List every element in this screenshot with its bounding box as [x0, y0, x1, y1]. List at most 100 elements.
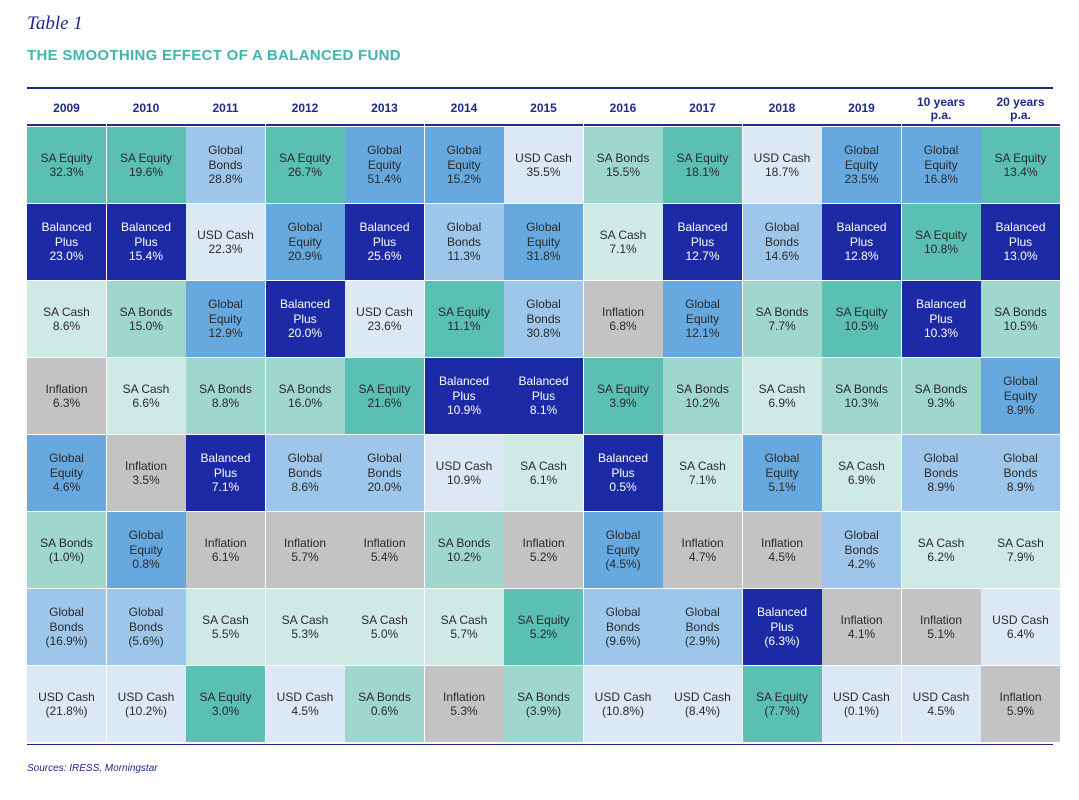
asset-label: USD Cash [833, 689, 890, 704]
asset-label: Balanced Plus [41, 220, 92, 249]
table-cell: USD Cash 18.7% [742, 127, 822, 203]
table-cell: SA Cash 8.6% [27, 281, 106, 357]
table-cell: Balanced Plus 23.0% [27, 204, 106, 280]
asset-label: SA Bonds [517, 689, 570, 704]
column-header: 2014 [424, 93, 504, 126]
table-cell: SA Equity 5.2% [504, 589, 583, 665]
return-value: 15.4% [128, 249, 164, 264]
asset-label: Inflation [363, 535, 406, 550]
return-value: 0.5% [609, 480, 637, 495]
table-cell: SA Cash 5.0% [345, 589, 424, 665]
return-value: 21.6% [367, 396, 402, 410]
return-value: 7.9% [1006, 550, 1035, 564]
asset-label: Balanced Plus [995, 220, 1046, 249]
column-header: 2016 [583, 93, 663, 126]
table-cell: Global Bonds 8.9% [901, 435, 981, 511]
table-cell: SA Equity 21.6% [345, 358, 424, 434]
asset-label: Global Equity [844, 143, 879, 172]
asset-label: Global Bonds [844, 528, 879, 557]
asset-label: SA Cash [43, 304, 90, 319]
table-cell: Inflation 5.1% [901, 589, 981, 665]
return-value: 20.0% [367, 480, 402, 495]
asset-label: SA Cash [520, 458, 567, 473]
return-value: 8.6% [52, 319, 81, 333]
return-value: 23.0% [49, 249, 84, 264]
return-value: 5.7% [291, 550, 319, 564]
table-cell: SA Equity 10.5% [822, 281, 901, 357]
asset-label: Global Bonds [685, 605, 720, 634]
table-cell: Global Bonds 20.0% [345, 435, 424, 511]
table-cell: SA Bonds 10.2% [663, 358, 742, 434]
table-cell: Balanced Plus (6.3%) [742, 589, 822, 665]
table-cell: Global Bonds 8.6% [265, 435, 345, 511]
table-cell: SA Cash 5.5% [186, 589, 265, 665]
column-header-label: 20 years p.a. [996, 94, 1045, 122]
asset-label: Global Equity [685, 297, 720, 326]
table-cell: Global Equity (4.5%) [583, 512, 663, 588]
asset-label: Global Equity [923, 143, 959, 172]
return-value: 4.5% [291, 704, 319, 718]
return-value: 10.5% [844, 319, 879, 333]
table-cell: SA Bonds (1.0%) [27, 512, 106, 588]
asset-label: Inflation [45, 381, 88, 396]
asset-label: SA Equity [676, 150, 729, 165]
table-cell: SA Cash 7.9% [981, 512, 1060, 588]
column-header: 2019 [822, 93, 901, 126]
return-value: 5.2% [529, 627, 558, 641]
column-header-label: 2015 [530, 101, 557, 115]
return-value: 10.9% [446, 473, 482, 487]
return-value: (8.4%) [684, 704, 721, 718]
return-value: 30.8% [526, 326, 561, 341]
asset-label: SA Equity [755, 689, 809, 704]
return-value: 19.6% [128, 165, 164, 179]
table-cell: USD Cash 6.4% [981, 589, 1060, 665]
table-cell: Global Equity 4.6% [27, 435, 106, 511]
asset-label: Global Equity [446, 143, 482, 172]
table-cell: Global Equity 15.2% [424, 127, 504, 203]
table-cell: SA Equity 18.1% [663, 127, 742, 203]
asset-label: SA Cash [281, 612, 329, 627]
asset-label: Balanced Plus [677, 220, 728, 249]
return-value: 4.2% [847, 557, 876, 572]
return-value: (16.9%) [45, 634, 88, 649]
table-cell: SA Bonds 10.3% [822, 358, 901, 434]
table-cell: Global Bonds 28.8% [186, 127, 265, 203]
column-header-label: 2017 [689, 101, 716, 115]
asset-label: Balanced Plus [915, 297, 967, 326]
return-value: 6.1% [529, 473, 558, 487]
return-value: 5.7% [450, 627, 478, 641]
table-cell: Inflation 6.8% [583, 281, 663, 357]
table-cell: USD Cash 10.9% [424, 435, 504, 511]
table-cell: SA Cash 5.3% [265, 589, 345, 665]
asset-label: SA Equity [994, 150, 1047, 165]
table-cell: Balanced Plus 12.8% [822, 204, 901, 280]
return-value: 8.6% [291, 480, 319, 495]
table-cell: Inflation 5.9% [981, 666, 1060, 742]
asset-label: USD Cash [38, 689, 95, 704]
table-cell: SA Bonds 7.7% [742, 281, 822, 357]
return-value: 5.0% [370, 627, 399, 641]
table-cell: Global Bonds 4.2% [822, 512, 901, 588]
column-header-label: 10 years p.a. [916, 94, 966, 122]
return-value: (1.0%) [48, 550, 85, 564]
asset-label: Inflation [681, 535, 724, 550]
return-value: 6.2% [927, 550, 955, 564]
table-cell: SA Cash 6.6% [106, 358, 186, 434]
return-value: 12.8% [844, 249, 879, 264]
asset-label: Inflation [522, 535, 565, 550]
asset-label: Global Bonds [1003, 451, 1038, 480]
table-cell: SA Cash 7.1% [663, 435, 742, 511]
return-value: 6.4% [1006, 627, 1035, 641]
table-cell: SA Equity (7.7%) [742, 666, 822, 742]
table-cell: USD Cash 4.5% [901, 666, 981, 742]
return-value: 6.9% [768, 396, 796, 410]
return-value: 7.1% [688, 473, 717, 487]
return-value: (10.2%) [124, 704, 168, 718]
asset-label: SA Cash [997, 535, 1044, 550]
return-value: 6.9% [847, 473, 876, 487]
return-value: 16.8% [923, 172, 959, 187]
table-cell: Balanced Plus 15.4% [106, 204, 186, 280]
asset-label: SA Bonds [278, 381, 332, 396]
table-cell: Inflation 5.3% [424, 666, 504, 742]
table-cell: USD Cash 22.3% [186, 204, 265, 280]
